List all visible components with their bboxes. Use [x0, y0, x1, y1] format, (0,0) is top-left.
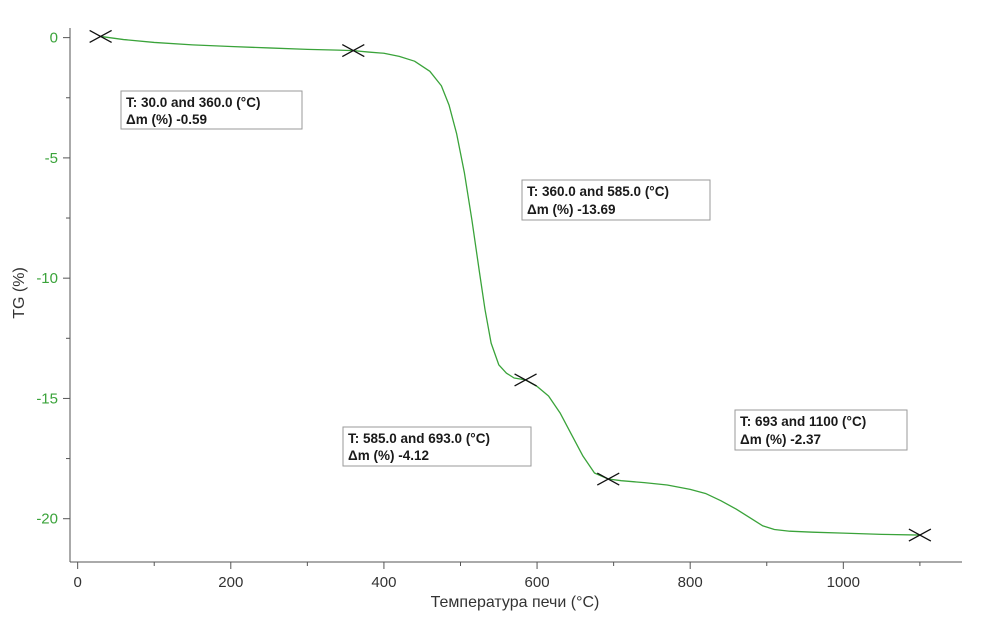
- y-tick-label: 0: [50, 30, 58, 47]
- y-tick-label: -15: [36, 390, 58, 407]
- x-tick-label: 600: [525, 574, 550, 591]
- annotation-frame: [734, 409, 908, 451]
- markers-layer: [89, 29, 932, 542]
- annotation-frame: [120, 90, 303, 130]
- cross-marker: [514, 373, 537, 387]
- y-tick-label: -20: [36, 511, 58, 528]
- x-tick-label: 800: [678, 574, 703, 591]
- tg-curve: [100, 35, 920, 536]
- cross-marker: [89, 29, 112, 43]
- annotation-box: T: 585.0 and 693.0 (°C) Δm (%) -4.12: [342, 426, 532, 467]
- y-axis-title: TG (%): [11, 267, 28, 319]
- annotation-box: T: 693 and 1100 (°C) Δm (%) -2.37: [734, 409, 908, 451]
- cross-marker: [596, 472, 620, 486]
- cross-marker: [341, 44, 365, 58]
- annotation-line1: T: 693 and 1100 (°C): [740, 414, 866, 429]
- x-tick-label: 1000: [827, 574, 860, 591]
- y-ticks: 0 -5 -10 -15 -20: [36, 30, 70, 528]
- annotation-line1: T: 30.0 and 360.0 (°C): [126, 95, 260, 110]
- annotation-box: T: 30.0 and 360.0 (°C) Δm (%) -0.59: [120, 90, 303, 130]
- x-tick-label: 200: [218, 574, 243, 591]
- annotation-line2: Δm (%) -4.12: [348, 448, 429, 463]
- annotation-frame: [342, 426, 532, 467]
- annotation-box: T: 360.0 and 585.0 (°C) Δm (%) -13.69: [521, 179, 711, 221]
- axes: [69, 28, 962, 563]
- annotation-line2: Δm (%) -13.69: [527, 202, 615, 217]
- x-tick-label: 0: [73, 574, 81, 591]
- annotation-line1: T: 585.0 and 693.0 (°C): [348, 431, 490, 446]
- x-ticks: 0 200 400 600 800 1000: [73, 562, 921, 591]
- x-axis-title: Температура печи (°C): [431, 594, 600, 611]
- annotation-line2: Δm (%) -2.37: [740, 432, 821, 447]
- y-tick-label: -10: [36, 270, 58, 287]
- cross-marker: [908, 528, 932, 542]
- y-tick-label: -5: [45, 150, 58, 167]
- annotation-frame: [521, 179, 711, 221]
- annotation-line2: Δm (%) -0.59: [126, 112, 207, 127]
- series-layer: [100, 35, 920, 536]
- annotation-line1: T: 360.0 and 585.0 (°C): [527, 184, 669, 199]
- x-tick-label: 400: [371, 574, 396, 591]
